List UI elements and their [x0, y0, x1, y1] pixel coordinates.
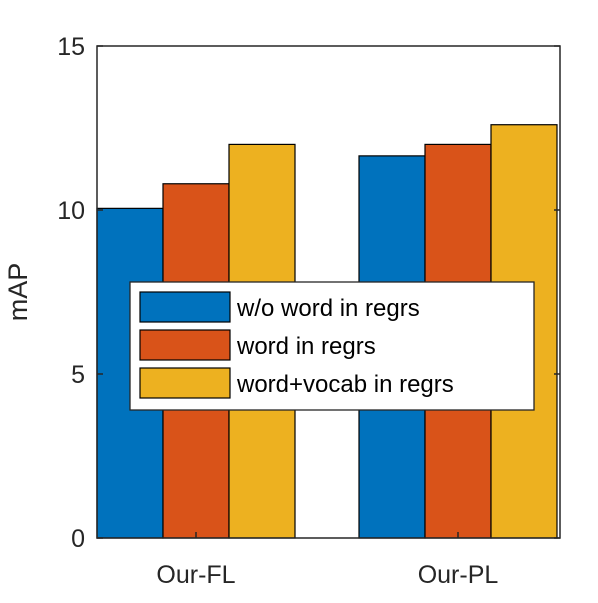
legend-swatch	[139, 329, 231, 361]
x-axis-ticks: Our-FL Our-PL	[156, 532, 498, 589]
y-tick-label: 5	[71, 361, 85, 389]
x-tick-label: Our-FL	[156, 561, 235, 589]
axes-box	[96, 45, 561, 539]
y-axis-label: mAP	[3, 263, 33, 322]
legend: w/o word in regrs word in regrs word+vocab…	[129, 281, 535, 411]
legend-entry-label: word+vocab in regrs	[236, 371, 454, 398]
y-axis-ticks: 0 5 10 15	[57, 33, 560, 553]
y-tick-label: 0	[71, 525, 85, 553]
legend-swatch	[139, 367, 231, 399]
legend-swatch	[139, 291, 231, 323]
legend-entry-label: w/o word in regrs	[236, 295, 420, 322]
legend-entry-label: word in regrs	[236, 333, 376, 360]
x-tick-label: Our-PL	[418, 561, 499, 589]
y-tick-label: 10	[57, 197, 85, 225]
y-tick-label: 15	[57, 33, 85, 61]
